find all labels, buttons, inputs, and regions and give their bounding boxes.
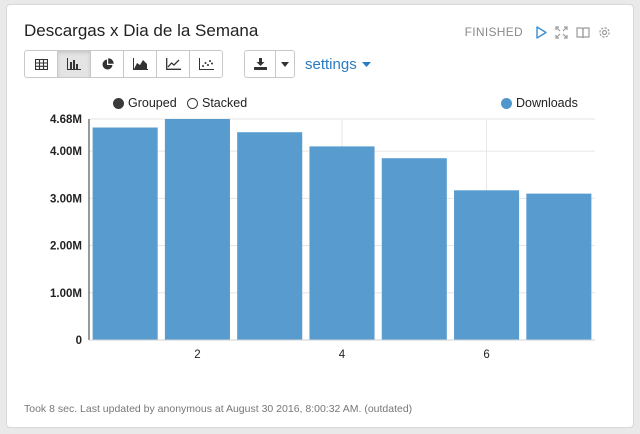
table-view-button[interactable] xyxy=(24,50,58,78)
scatter-chart-button[interactable] xyxy=(189,50,223,78)
y-tick-label: 3.00M xyxy=(50,193,82,205)
grouped-label: Grouped xyxy=(128,96,177,110)
series-legend-dot xyxy=(501,97,512,109)
paragraph-panel: Descargas x Dia de la Semana FINISHED xyxy=(6,4,634,428)
x-tick-label: 6 xyxy=(483,349,489,361)
status-text: FINISHED xyxy=(464,25,523,39)
caret-down-icon xyxy=(361,62,371,67)
line-chart-button[interactable] xyxy=(156,50,190,78)
area-chart-icon xyxy=(132,58,148,70)
bar-6[interactable] xyxy=(454,190,520,340)
line-chart-icon xyxy=(165,58,181,70)
y-tick-label: 2.00M xyxy=(50,241,82,253)
x-tick-label: 2 xyxy=(194,349,200,361)
area-chart-button[interactable] xyxy=(123,50,157,78)
pie-chart-icon xyxy=(102,57,114,69)
caret-down-icon xyxy=(281,61,289,67)
grouped-toggle[interactable]: Grouped xyxy=(113,96,177,110)
bar-chart-icon xyxy=(67,58,81,70)
bar-2[interactable] xyxy=(164,119,230,340)
stacked-label: Stacked xyxy=(202,96,248,110)
series-legend-downloads[interactable]: Downloads xyxy=(501,96,578,110)
download-icon xyxy=(253,58,267,70)
grouped-radio-icon xyxy=(113,97,124,109)
bar-chart: 0 1.00M 2.00M 3.00M 4.00M 4.68M 2 4 6 xyxy=(50,114,595,361)
bar-1[interactable] xyxy=(92,127,158,341)
download-button-group xyxy=(244,50,295,78)
stacked-toggle[interactable]: Stacked xyxy=(187,96,247,110)
x-tick-label: 4 xyxy=(339,349,346,361)
settings-label: settings xyxy=(305,56,357,73)
stacked-radio-icon xyxy=(187,97,198,109)
bar-3[interactable] xyxy=(237,132,303,340)
run-icon[interactable] xyxy=(535,25,547,39)
bar-4[interactable] xyxy=(309,146,375,340)
pie-chart-button[interactable] xyxy=(90,50,124,78)
paragraph-footer: Took 8 sec. Last updated by anonymous at… xyxy=(24,403,413,415)
y-tick-label: 4.68M xyxy=(50,114,82,126)
bar-chart-button[interactable] xyxy=(57,50,91,78)
status-bar: FINISHED xyxy=(465,25,611,39)
book-icon[interactable] xyxy=(576,26,590,39)
y-tick-label: 0 xyxy=(76,335,82,347)
y-tick-label: 4.00M xyxy=(50,146,82,158)
chart-type-toolbar xyxy=(24,50,223,78)
paragraph-title[interactable]: Descargas x Dia de la Semana xyxy=(24,21,259,40)
download-options-button[interactable] xyxy=(275,50,295,78)
settings-dropdown[interactable]: settings xyxy=(305,56,371,73)
series-legend-label: Downloads xyxy=(516,96,578,110)
bar-7[interactable] xyxy=(526,193,592,340)
table-icon xyxy=(34,58,48,70)
scatter-chart-icon xyxy=(198,58,214,70)
y-tick-label: 1.00M xyxy=(50,288,82,300)
expand-icon[interactable] xyxy=(555,25,568,39)
gear-icon[interactable] xyxy=(598,26,611,39)
bar-5[interactable] xyxy=(381,158,447,340)
